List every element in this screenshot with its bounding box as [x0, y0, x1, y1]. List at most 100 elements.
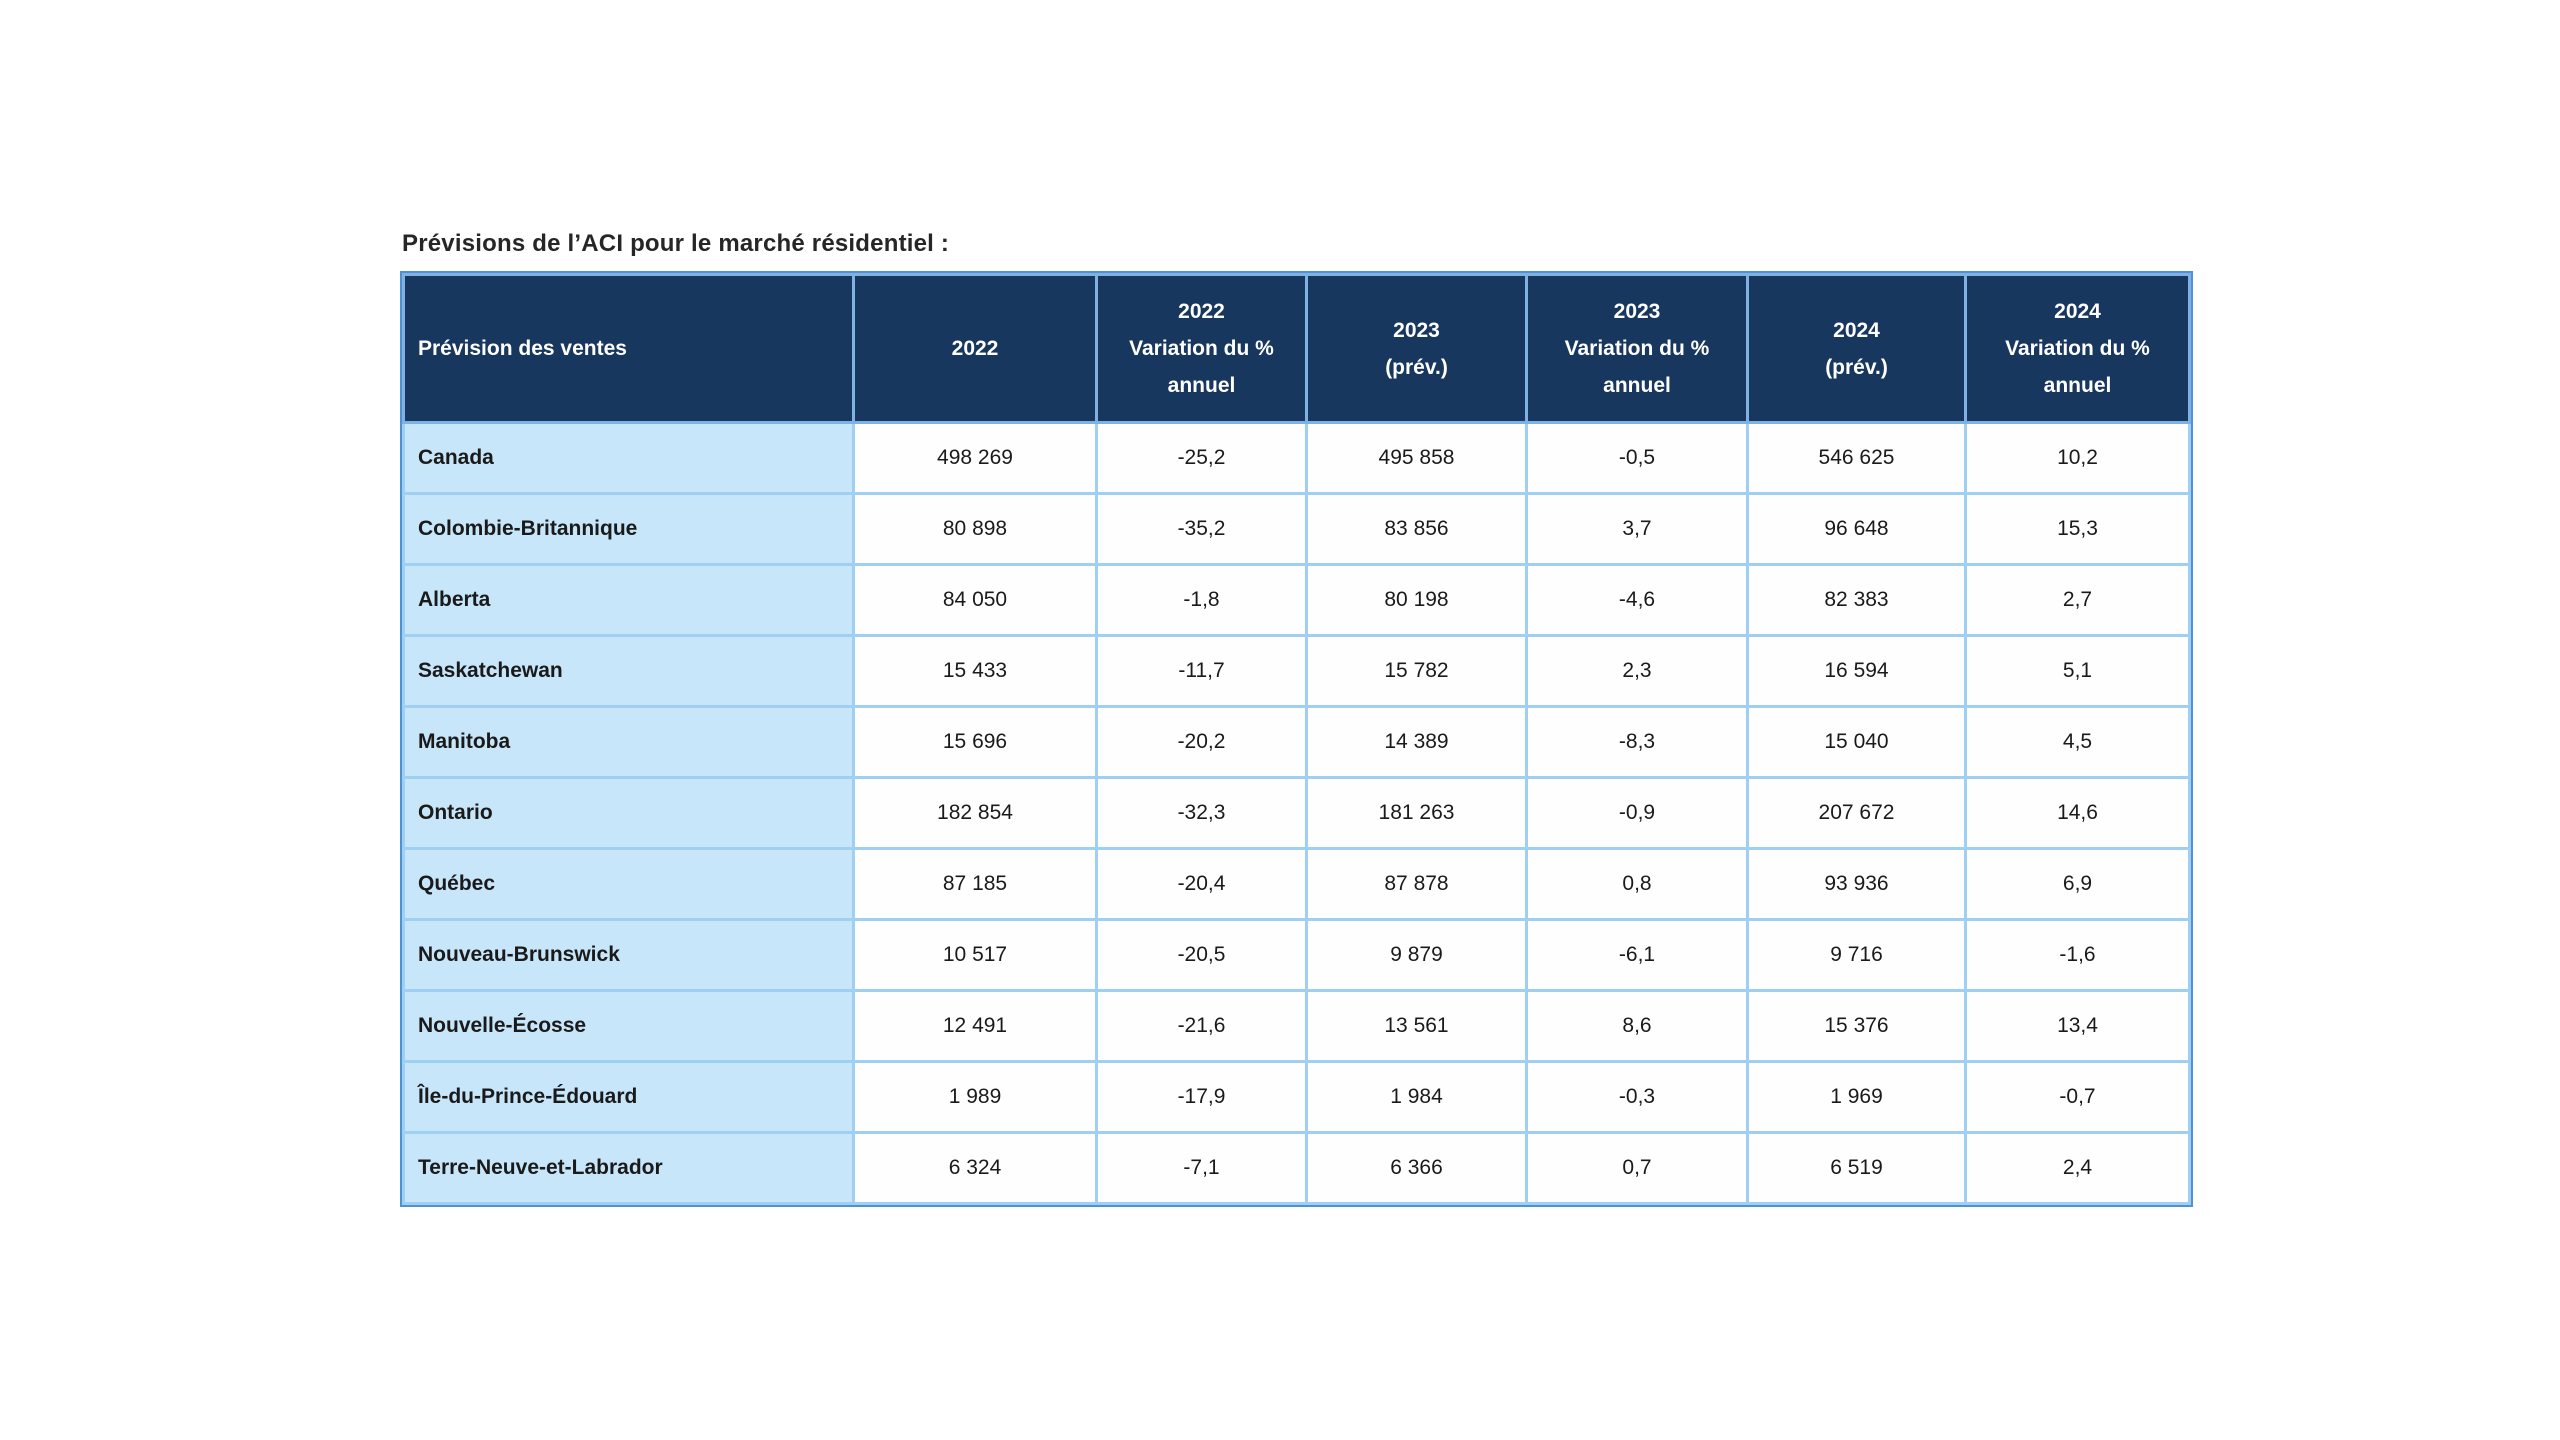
column-header-y2023-forecast: 2023 (prév.) [1305, 273, 1528, 424]
cell-y2024-variation: 2,7 [1964, 563, 2191, 637]
cell-y2023-forecast: 15 782 [1305, 634, 1528, 708]
row-label: Nouvelle-Écosse [402, 989, 855, 1063]
row-label: Colombie-Britannique [402, 492, 855, 566]
row-label: Terre-Neuve-et-Labrador [402, 1131, 855, 1205]
cell-y2023-forecast: 13 561 [1305, 989, 1528, 1063]
column-header-line: 2022 [1178, 300, 1225, 323]
cell-y2022-variation: -21,6 [1095, 989, 1308, 1063]
cell-y2022: 498 269 [852, 421, 1098, 495]
column-header-line: 2022 [951, 337, 999, 360]
cell-y2022-variation: -35,2 [1095, 492, 1308, 566]
cell-y2023-variation: 0,8 [1525, 847, 1749, 921]
row-label: Alberta [402, 563, 855, 637]
cell-y2024-forecast: 15 040 [1746, 705, 1967, 779]
cell-y2024-forecast: 546 625 [1746, 421, 1967, 495]
cell-y2024-variation: -1,6 [1964, 918, 2191, 992]
table-row: Canada 498 269 -25,2 495 858 -0,5 546 625 10,2 [402, 421, 2191, 495]
cell-y2024-variation: 5,1 [1964, 634, 2191, 708]
cell-y2022-variation: -17,9 [1095, 1060, 1308, 1134]
cell-y2023-variation: -0,3 [1525, 1060, 1749, 1134]
cell-y2023-forecast: 181 263 [1305, 776, 1528, 850]
column-header-line: Variation du % [2005, 337, 2150, 360]
cell-y2024-forecast: 6 519 [1746, 1131, 1967, 1205]
cell-y2023-variation: 8,6 [1525, 989, 1749, 1063]
table-row: Nouvelle-Écosse 12 491 -21,6 13 561 8,6 15 37… [402, 989, 2191, 1063]
column-header-y2024-variation: 2024 Variation du % annuel [1964, 273, 2191, 424]
column-header-y2022: 2022 [852, 273, 1098, 424]
column-header-y2022-variation: 2022 Variation du % annuel [1095, 273, 1308, 424]
cell-y2024-variation: -0,7 [1964, 1060, 2191, 1134]
cell-y2022-variation: -32,3 [1095, 776, 1308, 850]
cell-y2024-variation: 13,4 [1964, 989, 2191, 1063]
cell-y2024-variation: 4,5 [1964, 705, 2191, 779]
column-header-line: annuel [2043, 374, 2112, 397]
cell-y2022: 15 696 [852, 705, 1098, 779]
column-header-line: 2023 [1613, 300, 1661, 323]
table-row: Manitoba 15 696 -20,2 14 389 -8,3 15 040 4,5 [402, 705, 2191, 779]
row-label: Nouveau-Brunswick [402, 918, 855, 992]
cell-y2024-forecast: 16 594 [1746, 634, 1967, 708]
cell-y2023-forecast: 495 858 [1305, 421, 1528, 495]
table-row: Colombie-Britannique 80 898 -35,2 83 856 3,7… [402, 492, 2191, 566]
cell-y2022: 15 433 [852, 634, 1098, 708]
column-header-y2024-forecast: 2024 (prév.) [1746, 273, 1967, 424]
table-row: Terre-Neuve-et-Labrador 6 324 -7,1 6 366 0,7… [402, 1131, 2191, 1205]
cell-y2022: 80 898 [852, 492, 1098, 566]
cell-y2023-variation: -6,1 [1525, 918, 1749, 992]
cell-y2022-variation: -7,1 [1095, 1131, 1308, 1205]
cell-y2023-forecast: 87 878 [1305, 847, 1528, 921]
row-label: Québec [402, 847, 855, 921]
cell-y2022: 87 185 [852, 847, 1098, 921]
cell-y2023-forecast: 14 389 [1305, 705, 1528, 779]
table-row: Ontario 182 854 -32,3 181 263 -0,9 207 672 14,… [402, 776, 2191, 850]
cell-y2024-variation: 15,3 [1964, 492, 2191, 566]
table-row: Saskatchewan 15 433 -11,7 15 782 2,3 16 594 5,… [402, 634, 2191, 708]
cell-y2022-variation: -11,7 [1095, 634, 1308, 708]
cell-y2022-variation: -20,4 [1095, 847, 1308, 921]
cell-y2022-variation: -20,5 [1095, 918, 1308, 992]
column-header-sales-forecast: Prévision des ventes [402, 273, 855, 424]
cell-y2022: 12 491 [852, 989, 1098, 1063]
header-row: Prévision des ventes 2022 2022 Variation du… [402, 273, 2191, 424]
column-header-line: 2024 [2054, 300, 2101, 323]
cell-y2024-forecast: 1 969 [1746, 1060, 1967, 1134]
cell-y2023-variation: 0,7 [1525, 1131, 1749, 1205]
table-row: Alberta 84 050 -1,8 80 198 -4,6 82 383 2,7 [402, 563, 2191, 637]
cell-y2023-forecast: 9 879 [1305, 918, 1528, 992]
forecast-table-wrapper: Prévision des ventes 2022 2022 Variation du… [400, 271, 2193, 1207]
column-header-line: Prévision des ventes [418, 337, 627, 360]
table-row: Nouveau-Brunswick 10 517 -20,5 9 879 -6,1 9 7… [402, 918, 2191, 992]
cell-y2024-variation: 2,4 [1964, 1131, 2191, 1205]
column-header-line: annuel [1167, 374, 1236, 397]
residential-forecast-table: Prévision des ventes 2022 2022 Variation du… [402, 273, 2191, 1205]
cell-y2023-forecast: 1 984 [1305, 1060, 1528, 1134]
cell-y2022-variation: -20,2 [1095, 705, 1308, 779]
cell-y2023-variation: -8,3 [1525, 705, 1749, 779]
cell-y2024-forecast: 9 716 [1746, 918, 1967, 992]
row-label: Saskatchewan [402, 634, 855, 708]
row-label: Canada [402, 421, 855, 495]
row-label: Ontario [402, 776, 855, 850]
cell-y2023-variation: -0,5 [1525, 421, 1749, 495]
cell-y2022: 10 517 [852, 918, 1098, 992]
cell-y2024-forecast: 96 648 [1746, 492, 1967, 566]
cell-y2024-forecast: 15 376 [1746, 989, 1967, 1063]
column-header-line: Variation du % [1129, 337, 1274, 360]
cell-y2024-forecast: 82 383 [1746, 563, 1967, 637]
cell-y2022-variation: -1,8 [1095, 563, 1308, 637]
cell-y2024-variation: 6,9 [1964, 847, 2191, 921]
column-header-line: (prév.) [1385, 355, 1448, 379]
cell-y2024-forecast: 207 672 [1746, 776, 1967, 850]
cell-y2022-variation: -25,2 [1095, 421, 1308, 495]
cell-y2023-forecast: 80 198 [1305, 563, 1528, 637]
column-header-line: annuel [1603, 374, 1671, 397]
cell-y2022: 1 989 [852, 1060, 1098, 1134]
cell-y2024-variation: 14,6 [1964, 776, 2191, 850]
cell-y2022: 84 050 [852, 563, 1098, 637]
cell-y2023-forecast: 83 856 [1305, 492, 1528, 566]
cell-y2023-variation: -0,9 [1525, 776, 1749, 850]
row-label: Manitoba [402, 705, 855, 779]
column-header-y2023-variation: 2023 Variation du % annuel [1525, 273, 1749, 424]
cell-y2023-variation: 2,3 [1525, 634, 1749, 708]
